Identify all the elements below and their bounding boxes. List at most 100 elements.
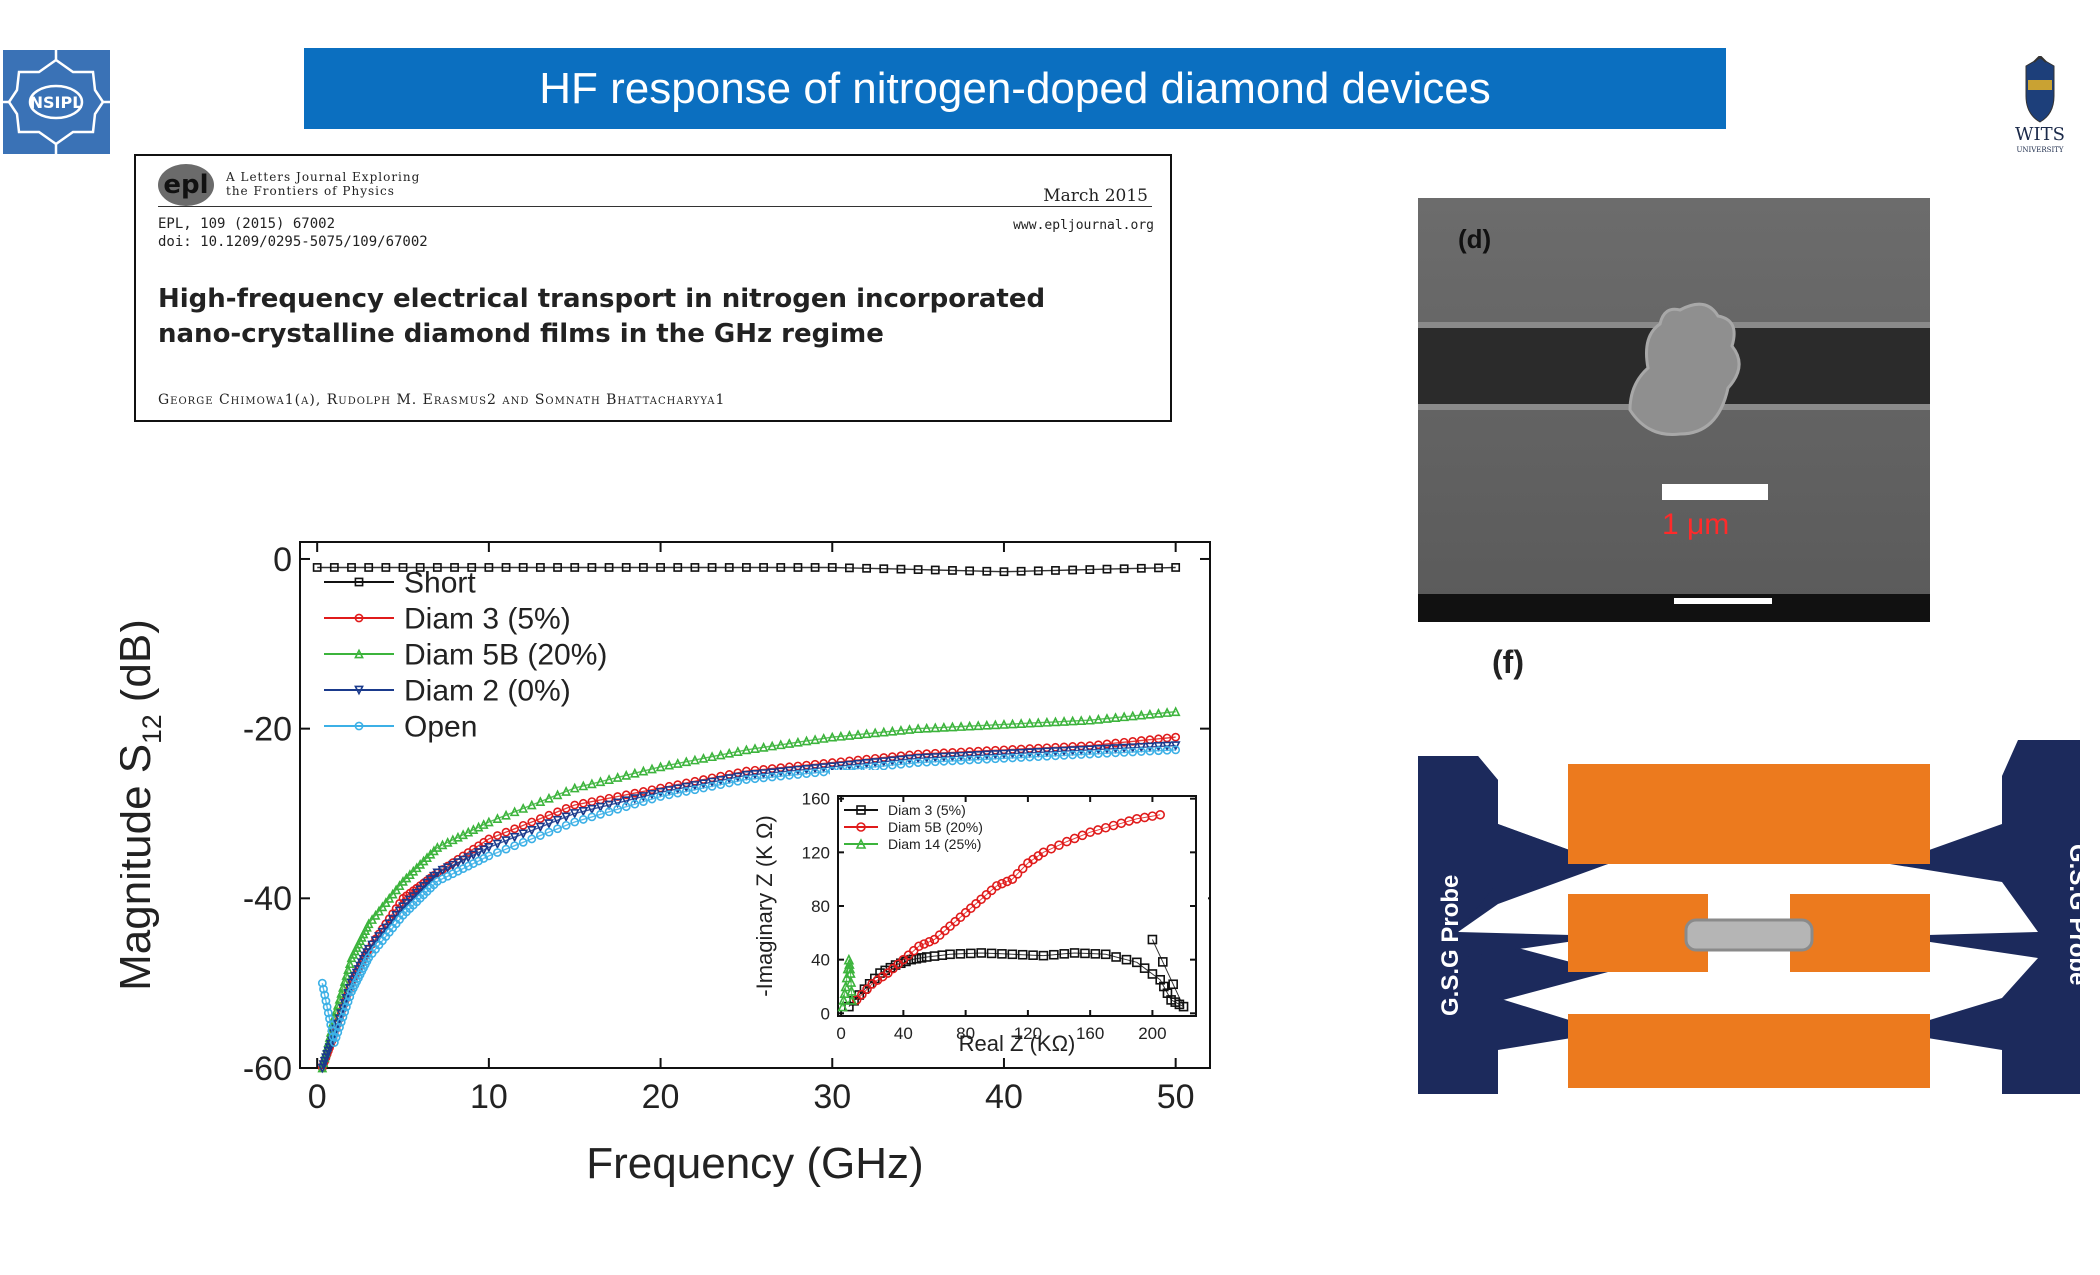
main-data-point bbox=[776, 771, 786, 781]
main-data-point bbox=[638, 765, 649, 776]
main-data-point bbox=[1119, 711, 1130, 722]
main-data-point bbox=[990, 750, 1001, 760]
main-data-point bbox=[415, 885, 426, 896]
paper-citation: EPL, 109 (2015) 67002 bbox=[158, 216, 336, 232]
main-data-point bbox=[759, 773, 768, 783]
main-data-point bbox=[425, 875, 436, 886]
main-data-point bbox=[401, 899, 412, 909]
main-data-point bbox=[338, 1012, 348, 1022]
main-data-point bbox=[1136, 742, 1147, 753]
main-data-point bbox=[767, 768, 778, 779]
main-data-point bbox=[956, 751, 966, 762]
main-data-point bbox=[1128, 736, 1138, 746]
main-data-point bbox=[450, 563, 459, 572]
main-data-point bbox=[845, 563, 854, 573]
main-data-point bbox=[1059, 716, 1069, 726]
slide-title: HF response of nitrogen-doped diamond de… bbox=[304, 48, 1726, 129]
inset-data-point bbox=[1007, 874, 1018, 884]
main-data-point bbox=[326, 1020, 336, 1030]
main-data-point bbox=[384, 919, 395, 930]
main-data-point bbox=[990, 719, 1001, 730]
main-data-point bbox=[664, 790, 674, 800]
inset-legend-marker bbox=[855, 838, 867, 849]
main-data-point bbox=[1059, 750, 1069, 760]
main-data-point bbox=[321, 996, 331, 1006]
main-data-point bbox=[535, 563, 545, 572]
main-data-point bbox=[759, 563, 768, 572]
inset-data-point bbox=[1059, 949, 1070, 959]
inset-x-tick-label: 80 bbox=[956, 1024, 975, 1043]
main-data-point bbox=[483, 843, 494, 853]
main-data-point bbox=[570, 563, 580, 572]
main-data-point bbox=[1154, 746, 1163, 756]
main-data-point bbox=[879, 564, 889, 574]
main-data-point bbox=[784, 770, 794, 780]
main-y-tick-label: -40 bbox=[243, 880, 292, 918]
main-data-point bbox=[338, 982, 348, 992]
main-data-point bbox=[484, 563, 494, 572]
main-data-point bbox=[484, 851, 494, 861]
main-data-point bbox=[621, 796, 632, 807]
main-data-point bbox=[732, 746, 743, 756]
main-data-point bbox=[394, 906, 405, 917]
main-data-point bbox=[1136, 747, 1146, 756]
main-data-point bbox=[544, 827, 554, 837]
main-series-4 bbox=[317, 745, 1181, 1047]
main-data-point bbox=[404, 895, 415, 906]
main-data-point bbox=[656, 792, 665, 801]
main-data-point bbox=[1162, 707, 1172, 717]
main-data-point bbox=[518, 820, 528, 830]
main-data-point bbox=[802, 769, 811, 779]
main-data-point bbox=[1008, 753, 1017, 763]
main-data-point bbox=[1016, 748, 1027, 759]
main-data-point bbox=[463, 853, 474, 863]
main-data-point bbox=[325, 1014, 334, 1024]
main-data-point bbox=[921, 722, 932, 733]
main-data-point bbox=[647, 785, 657, 795]
main-data-point bbox=[861, 759, 872, 769]
main-data-point bbox=[629, 794, 640, 805]
main-data-point bbox=[887, 725, 898, 736]
main-data-point bbox=[835, 761, 846, 772]
main-data-point bbox=[1067, 746, 1078, 757]
inset-data-point bbox=[1012, 869, 1023, 879]
inset-y-tick-label: 80 bbox=[811, 897, 830, 916]
inset-data-point bbox=[997, 949, 1007, 959]
main-data-point bbox=[535, 814, 545, 823]
inset-data-point bbox=[837, 1000, 848, 1012]
main-data-point bbox=[526, 826, 537, 836]
main-data-point bbox=[904, 724, 915, 734]
main-data-point bbox=[818, 733, 829, 743]
main-data-point bbox=[587, 563, 597, 572]
header-rule bbox=[158, 206, 1152, 207]
main-data-point bbox=[1007, 749, 1018, 760]
main-data-point bbox=[956, 721, 966, 731]
inset-data-point bbox=[1069, 833, 1080, 844]
main-data-point bbox=[844, 730, 855, 740]
main-x-tick-label: 40 bbox=[985, 1078, 1023, 1116]
main-data-point bbox=[724, 774, 735, 785]
main-data-point bbox=[758, 741, 769, 752]
main-data-point bbox=[681, 756, 692, 767]
inset-data-point bbox=[1157, 957, 1168, 967]
main-data-point bbox=[724, 747, 735, 758]
main-data-point bbox=[999, 753, 1009, 763]
paper-title-line-2: nano-crystalline diamond films in the GH… bbox=[158, 319, 884, 349]
main-data-point bbox=[422, 878, 432, 889]
main-data-point bbox=[587, 812, 597, 822]
inset-data-point bbox=[843, 953, 855, 965]
inset-data-point bbox=[1077, 830, 1088, 841]
main-data-point bbox=[1170, 741, 1181, 752]
inset-data-point bbox=[976, 948, 987, 958]
main-data-point bbox=[586, 804, 597, 815]
main-x-tick-label: 20 bbox=[642, 1078, 680, 1116]
inset-data-point bbox=[1054, 840, 1064, 850]
paper-date: March 2015 bbox=[1043, 186, 1148, 206]
main-data-point bbox=[341, 970, 352, 980]
inset-data-point bbox=[911, 953, 922, 964]
main-data-point bbox=[948, 566, 957, 575]
main-data-point bbox=[501, 836, 511, 847]
main-data-point bbox=[327, 1026, 337, 1036]
main-data-point bbox=[447, 860, 458, 871]
main-data-point bbox=[604, 807, 614, 817]
